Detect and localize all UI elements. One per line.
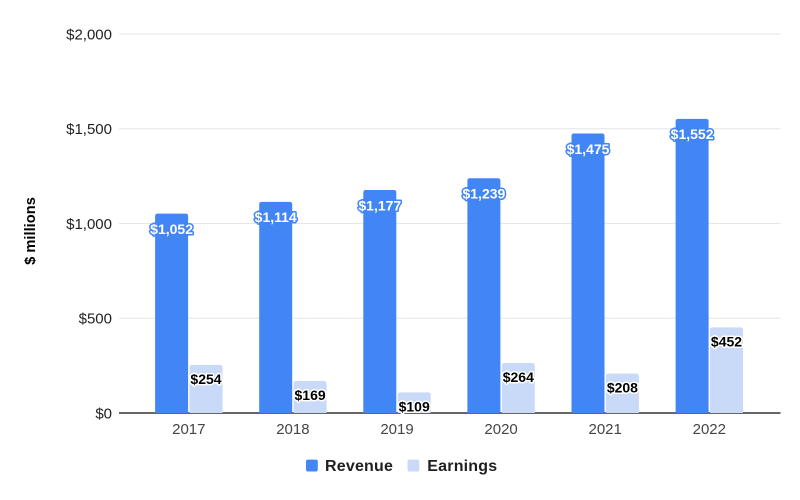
- svg-text:2021: 2021: [589, 421, 622, 438]
- svg-text:$1,239: $1,239: [462, 186, 505, 202]
- svg-text:$254: $254: [190, 371, 221, 387]
- svg-text:$452: $452: [711, 333, 742, 349]
- svg-text:2018: 2018: [276, 421, 309, 438]
- svg-text:2019: 2019: [380, 421, 413, 438]
- svg-text:Revenue: Revenue: [325, 458, 393, 475]
- svg-text:2022: 2022: [693, 421, 726, 438]
- svg-text:$1,052: $1,052: [150, 221, 193, 237]
- svg-text:$500: $500: [79, 311, 112, 328]
- svg-text:2020: 2020: [484, 421, 517, 438]
- svg-text:$1,500: $1,500: [66, 121, 112, 138]
- svg-text:$1,475: $1,475: [567, 141, 610, 157]
- svg-text:$ millions: $ millions: [23, 197, 39, 265]
- svg-text:$1,000: $1,000: [66, 216, 112, 233]
- svg-text:$169: $169: [295, 387, 326, 403]
- svg-text:$0: $0: [95, 405, 112, 422]
- svg-text:$1,114: $1,114: [255, 209, 297, 225]
- svg-text:$1,177: $1,177: [358, 197, 401, 213]
- svg-text:$1,552: $1,552: [671, 126, 714, 142]
- svg-text:Earnings: Earnings: [427, 458, 497, 475]
- svg-text:2017: 2017: [172, 421, 205, 438]
- svg-text:$2,000: $2,000: [66, 26, 112, 43]
- svg-text:$109: $109: [399, 398, 430, 414]
- svg-text:$264: $264: [503, 369, 534, 385]
- svg-text:$208: $208: [607, 380, 638, 396]
